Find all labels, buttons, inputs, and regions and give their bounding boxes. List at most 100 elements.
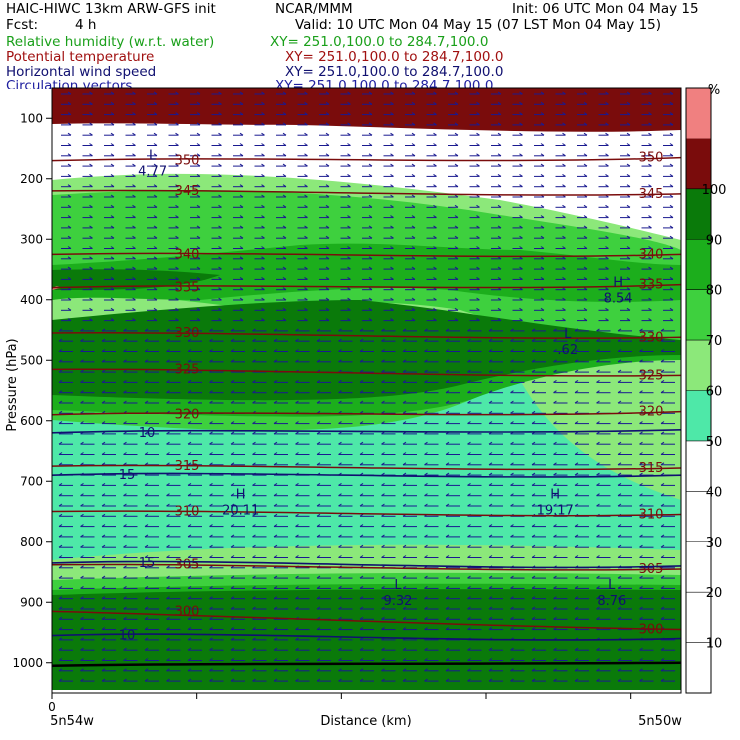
vector-head bbox=[110, 122, 115, 126]
vector-head bbox=[230, 482, 235, 486]
vector-head bbox=[58, 410, 63, 414]
vector-head bbox=[424, 596, 428, 600]
vector-head bbox=[660, 493, 665, 497]
vector-head bbox=[123, 534, 127, 538]
vector-head bbox=[295, 441, 299, 445]
vector-head bbox=[218, 276, 222, 280]
vector-head bbox=[325, 225, 330, 229]
vector-head bbox=[476, 276, 480, 280]
vector-head bbox=[316, 452, 321, 455]
extremum-value: 19.17 bbox=[537, 503, 574, 518]
vector-head bbox=[402, 390, 407, 394]
extremum-type: H bbox=[613, 276, 623, 291]
vector-head bbox=[304, 91, 308, 95]
vector-head bbox=[411, 287, 416, 291]
vector-head bbox=[424, 462, 428, 466]
colorbar-label: 30 bbox=[706, 536, 723, 551]
vector-head bbox=[144, 627, 149, 631]
vector-head bbox=[574, 575, 579, 579]
vector-head bbox=[132, 173, 136, 177]
vector-head bbox=[368, 318, 373, 322]
valid-time: Valid: 10 UTC Mon 04 May 15 (07 LST Mon … bbox=[295, 17, 662, 33]
vector-head bbox=[531, 503, 536, 507]
vector-head bbox=[605, 297, 609, 301]
vector-head bbox=[639, 616, 643, 620]
vector-head bbox=[596, 678, 600, 682]
vector-head bbox=[316, 328, 321, 332]
extremum-type: H bbox=[236, 487, 246, 502]
vector-head bbox=[58, 400, 63, 404]
vector-head bbox=[531, 585, 536, 589]
vector-head bbox=[467, 668, 471, 672]
vector-head bbox=[196, 276, 201, 280]
vector-head bbox=[476, 266, 480, 270]
field-wind-name: Horizontal wind speed bbox=[6, 64, 157, 80]
vector-head bbox=[325, 163, 330, 167]
vector-head bbox=[476, 122, 480, 126]
vector-head bbox=[89, 112, 93, 116]
vector-head bbox=[660, 585, 665, 589]
vector-head bbox=[390, 266, 394, 270]
vector-head bbox=[424, 503, 428, 507]
vector-head bbox=[617, 400, 622, 404]
vector-head bbox=[209, 647, 213, 651]
vector-head bbox=[583, 235, 588, 239]
vector-head bbox=[574, 421, 579, 425]
vector-head bbox=[132, 163, 136, 167]
vector-head bbox=[553, 452, 557, 455]
vector-head bbox=[132, 194, 136, 198]
vector-head bbox=[101, 441, 106, 445]
vector-head bbox=[166, 534, 170, 538]
vector-head bbox=[239, 194, 244, 198]
vector-head bbox=[424, 585, 428, 589]
y-tick-label: 800 bbox=[20, 535, 43, 549]
vector-head bbox=[433, 122, 437, 126]
vector-head bbox=[153, 143, 158, 146]
vector-head bbox=[80, 421, 84, 425]
vector-head bbox=[101, 349, 106, 352]
theta-contour-label: 320 bbox=[175, 408, 200, 423]
vector-head bbox=[175, 256, 179, 260]
vector-head bbox=[89, 143, 93, 146]
vector-head bbox=[510, 482, 514, 486]
vector-head bbox=[562, 173, 566, 177]
vector-head bbox=[639, 534, 643, 538]
vector-head bbox=[553, 524, 557, 528]
vector-head bbox=[583, 132, 588, 136]
vector-head bbox=[230, 400, 235, 404]
vector-head bbox=[230, 647, 235, 651]
vector-head bbox=[347, 204, 351, 208]
vector-head bbox=[433, 256, 437, 260]
vector-head bbox=[273, 513, 278, 517]
vector-head bbox=[295, 452, 299, 455]
vector-head bbox=[424, 616, 428, 620]
vector-head bbox=[123, 647, 127, 651]
vector-head bbox=[175, 184, 179, 188]
vector-head bbox=[153, 101, 158, 105]
vector-head bbox=[596, 452, 600, 455]
vector-head bbox=[153, 256, 158, 260]
vector-head bbox=[295, 678, 299, 682]
vector-head bbox=[325, 246, 330, 249]
vector-head bbox=[123, 452, 127, 455]
vector-head bbox=[390, 297, 394, 301]
vector-head bbox=[218, 143, 222, 146]
vector-head bbox=[89, 101, 93, 105]
vector-head bbox=[325, 173, 330, 177]
vector-head bbox=[153, 173, 158, 177]
vector-head bbox=[67, 287, 72, 291]
vector-head bbox=[282, 91, 287, 95]
vector-head bbox=[368, 276, 373, 280]
vector-head bbox=[648, 122, 652, 126]
vector-head bbox=[497, 163, 502, 167]
vector-head bbox=[519, 204, 523, 208]
vector-head bbox=[510, 369, 514, 373]
vector-head bbox=[467, 493, 471, 497]
vector-head bbox=[196, 266, 201, 270]
vector-head bbox=[626, 143, 631, 146]
theta-contour-line bbox=[52, 252, 681, 258]
vector-head bbox=[488, 585, 493, 589]
vector-head bbox=[476, 194, 480, 198]
vector-head bbox=[553, 668, 557, 672]
vector-head bbox=[123, 627, 127, 631]
